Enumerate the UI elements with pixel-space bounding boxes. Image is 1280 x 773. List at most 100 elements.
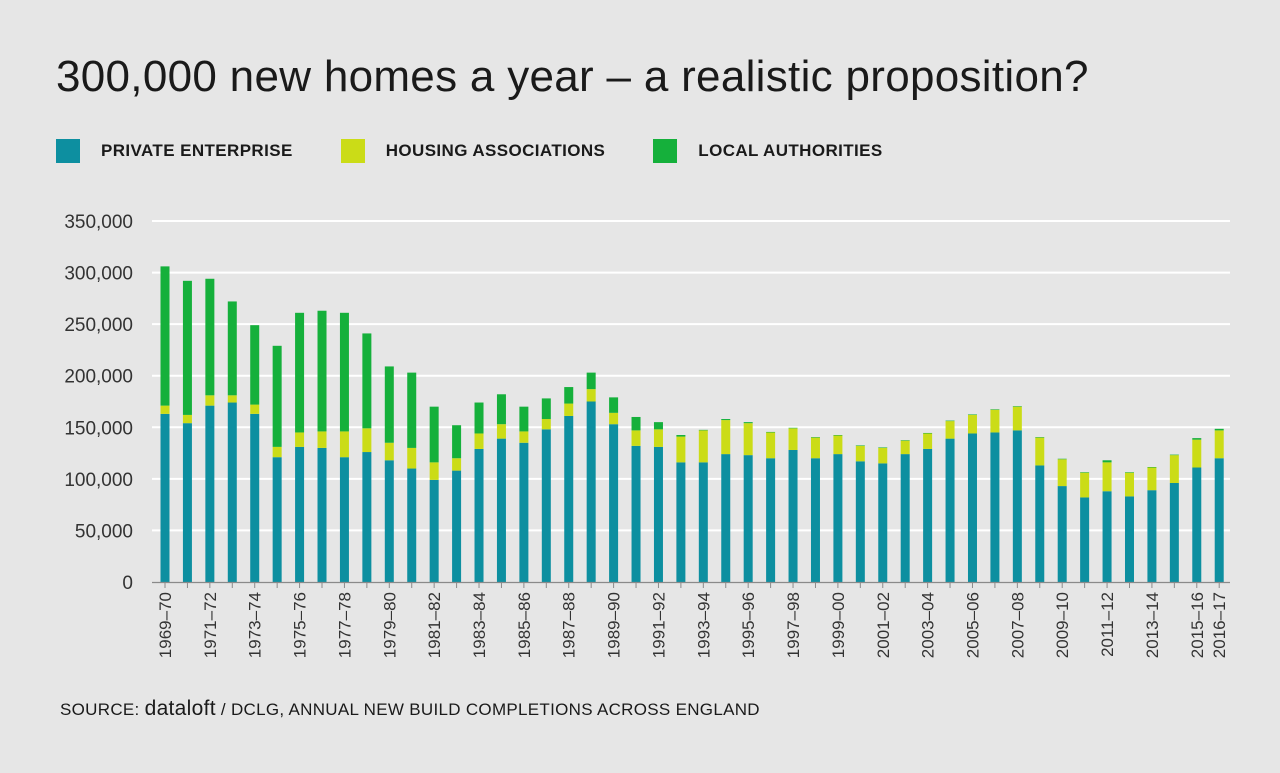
legend-swatch-housing-associations bbox=[340, 139, 365, 163]
bar-segment bbox=[855, 445, 865, 462]
x-tick-label: 2007–08 bbox=[1008, 592, 1027, 658]
bar-segment bbox=[766, 431, 776, 433]
bar-segment bbox=[160, 413, 170, 582]
bar-segment bbox=[810, 437, 820, 438]
bar-segment bbox=[967, 433, 977, 582]
x-tick-label: 1989–90 bbox=[605, 592, 624, 658]
bar-segment bbox=[900, 454, 910, 582]
bar-segment bbox=[743, 423, 753, 456]
bar-segment bbox=[407, 468, 417, 582]
bar-segment bbox=[743, 422, 753, 424]
bar-segment bbox=[474, 448, 484, 582]
bar-segment bbox=[182, 280, 192, 415]
bar-segment bbox=[1057, 458, 1067, 460]
x-axis: 1969–70 1971–72 1973–74 1975–76 1977–78 1979–… bbox=[152, 581, 1230, 658]
bar-segment bbox=[1057, 459, 1067, 487]
bar-segment bbox=[384, 366, 394, 443]
bar-segment bbox=[766, 458, 776, 582]
bar-segment bbox=[1147, 467, 1157, 468]
bar-segment bbox=[1080, 497, 1090, 582]
bar-segment bbox=[676, 436, 686, 463]
bar-segment bbox=[429, 479, 439, 582]
bar-segment bbox=[205, 405, 215, 582]
legend-label-private-enterprise: PRIVATE ENTERPRISE bbox=[101, 141, 293, 160]
x-tick-label: 1973–74 bbox=[246, 592, 265, 658]
bar-segment bbox=[496, 424, 506, 439]
x-tick-label: 1981–82 bbox=[425, 592, 444, 658]
bar-segment bbox=[721, 419, 731, 421]
bar-segment bbox=[362, 428, 372, 453]
bar-segment bbox=[1124, 472, 1134, 473]
x-tick-label: 2013–14 bbox=[1143, 592, 1162, 658]
bar-segment bbox=[945, 421, 955, 439]
bar-segment bbox=[429, 406, 439, 463]
bar-segment bbox=[1192, 467, 1202, 582]
bar-segment bbox=[923, 448, 933, 582]
legend-label-housing-associations: HOUSING ASSOCIATIONS bbox=[385, 141, 606, 160]
bar-segment bbox=[653, 429, 663, 447]
bar-segment bbox=[1035, 437, 1045, 466]
bar-segment bbox=[227, 395, 237, 403]
bar-segment bbox=[945, 438, 955, 582]
bar-segment bbox=[272, 457, 282, 582]
x-tick-label: 1997–98 bbox=[784, 592, 803, 658]
bar-segment bbox=[631, 430, 641, 446]
bar-segment bbox=[586, 401, 596, 582]
y-tick-label: 0 bbox=[122, 573, 133, 594]
bar-segment bbox=[990, 409, 1000, 433]
bar-segment bbox=[878, 447, 888, 464]
bar-segment bbox=[676, 435, 686, 437]
bar-segment bbox=[833, 435, 843, 436]
bar-segment bbox=[205, 395, 215, 406]
bar-segment bbox=[833, 454, 843, 582]
bar-segment bbox=[1169, 482, 1179, 582]
bar-segment bbox=[1102, 460, 1112, 463]
bar-segment bbox=[990, 432, 1000, 582]
bar-segment bbox=[205, 278, 215, 396]
source-prefix: SOURCE: bbox=[60, 700, 140, 719]
bar-segment bbox=[900, 440, 910, 441]
bar-segment bbox=[923, 432, 933, 434]
bar-segment bbox=[1124, 496, 1134, 582]
bar-segment bbox=[339, 431, 349, 458]
bar-segment bbox=[1035, 437, 1045, 438]
bar-segment bbox=[653, 422, 663, 430]
bar-segment bbox=[855, 445, 865, 446]
bar-segment bbox=[878, 463, 888, 582]
x-tick-label: 1975–76 bbox=[291, 592, 310, 658]
bar-segment bbox=[1012, 406, 1022, 407]
bar-segment bbox=[810, 437, 820, 459]
bar-segment bbox=[250, 413, 260, 582]
bar-segment bbox=[182, 414, 192, 424]
bar-segment bbox=[967, 414, 977, 434]
bar-segment bbox=[452, 425, 462, 459]
bar-segment bbox=[1102, 491, 1112, 582]
bar-segment bbox=[609, 397, 619, 413]
bar-segment bbox=[295, 432, 305, 447]
y-tick-label: 200,000 bbox=[64, 367, 133, 388]
bar-segment bbox=[227, 402, 237, 582]
x-tick-label: 1993–94 bbox=[694, 592, 713, 658]
gridlines bbox=[152, 220, 1230, 532]
bar-segment bbox=[452, 470, 462, 582]
y-axis-tick-labels: 0 50,000 100,000 150,000 200,000 250,000 300,0… bbox=[64, 212, 133, 594]
bar-segment bbox=[384, 442, 394, 461]
bar-segment bbox=[1192, 439, 1202, 468]
bar-segment bbox=[609, 424, 619, 582]
bar-segment bbox=[653, 446, 663, 582]
bar-segment bbox=[1080, 472, 1090, 498]
bar-segment bbox=[182, 423, 192, 582]
chart-title: 300,000 new homes a year – a realistic p… bbox=[56, 52, 1089, 101]
bar-segment bbox=[923, 433, 933, 449]
bar-segment bbox=[788, 449, 798, 582]
y-tick-label: 150,000 bbox=[64, 418, 133, 439]
x-tick-label: 1999–00 bbox=[829, 592, 848, 658]
x-tick-label: 2016–17 bbox=[1210, 592, 1229, 658]
bar-segment bbox=[339, 312, 349, 432]
x-tick-label: 1987–88 bbox=[560, 592, 579, 658]
bar-segment bbox=[1214, 430, 1224, 459]
bar-segment bbox=[631, 416, 641, 431]
y-tick-label: 300,000 bbox=[64, 264, 133, 285]
bar-segment bbox=[609, 412, 619, 425]
bar-segment bbox=[452, 458, 462, 471]
